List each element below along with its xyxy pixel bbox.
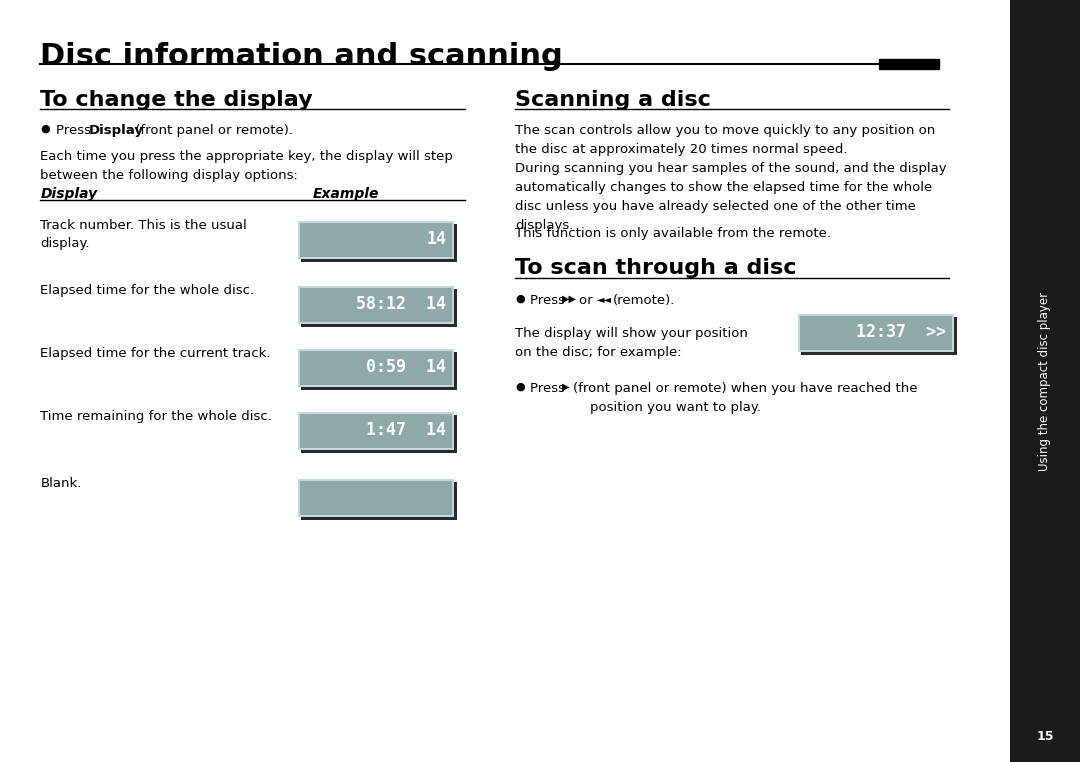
Text: Press: Press	[530, 294, 569, 307]
Text: The scan controls allow you to move quickly to any position on
the disc at appro: The scan controls allow you to move quic…	[515, 124, 935, 156]
FancyBboxPatch shape	[298, 221, 455, 259]
FancyBboxPatch shape	[298, 349, 455, 387]
Text: ●: ●	[515, 294, 525, 304]
Text: 15: 15	[1036, 730, 1054, 743]
Text: (remote).: (remote).	[613, 294, 675, 307]
FancyBboxPatch shape	[300, 481, 453, 515]
FancyBboxPatch shape	[301, 415, 458, 453]
FancyBboxPatch shape	[301, 482, 458, 520]
Text: Time remaining for the whole disc.: Time remaining for the whole disc.	[40, 410, 272, 423]
Text: ●: ●	[40, 124, 50, 134]
Text: ◄◄: ◄◄	[597, 294, 611, 304]
Text: Each time you press the appropriate key, the display will step
between the follo: Each time you press the appropriate key,…	[40, 150, 454, 182]
Text: Disc information and scanning: Disc information and scanning	[40, 42, 563, 71]
Text: Blank.: Blank.	[40, 477, 82, 490]
Text: 0:59  14: 0:59 14	[366, 358, 446, 376]
Text: (front panel or remote).: (front panel or remote).	[132, 124, 294, 137]
Text: Display: Display	[89, 124, 144, 137]
Text: (front panel or remote) when you have reached the
    position you want to play.: (front panel or remote) when you have re…	[572, 382, 917, 414]
Text: This function is only available from the remote.: This function is only available from the…	[515, 227, 831, 240]
Text: ●: ●	[515, 382, 525, 392]
Text: Example: Example	[313, 187, 379, 201]
Text: Using the compact disc player: Using the compact disc player	[1038, 291, 1052, 471]
FancyBboxPatch shape	[300, 414, 453, 448]
Bar	[878, 59, 940, 69]
Text: Elapsed time for the whole disc.: Elapsed time for the whole disc.	[40, 284, 255, 297]
FancyBboxPatch shape	[298, 412, 455, 450]
Text: To scan through a disc: To scan through a disc	[515, 258, 796, 278]
Text: 14: 14	[427, 230, 446, 248]
FancyBboxPatch shape	[298, 286, 455, 324]
Text: The display will show your position
on the disc; for example:: The display will show your position on t…	[515, 327, 747, 359]
Text: Display: Display	[40, 187, 97, 201]
Text: During scanning you hear samples of the sound, and the display
automatically cha: During scanning you hear samples of the …	[515, 162, 947, 232]
Text: Elapsed time for the current track.: Elapsed time for the current track.	[40, 347, 271, 360]
FancyBboxPatch shape	[800, 317, 957, 355]
Text: Press: Press	[530, 382, 569, 395]
FancyBboxPatch shape	[798, 314, 955, 352]
Text: Scanning a disc: Scanning a disc	[515, 90, 711, 110]
FancyBboxPatch shape	[301, 289, 458, 327]
FancyBboxPatch shape	[800, 316, 953, 350]
FancyBboxPatch shape	[300, 288, 453, 322]
Text: 58:12  14: 58:12 14	[356, 295, 446, 313]
Text: 1:47  14: 1:47 14	[366, 421, 446, 439]
FancyBboxPatch shape	[301, 352, 458, 390]
Text: Track number. This is the usual
display.: Track number. This is the usual display.	[40, 219, 247, 250]
Text: ▶: ▶	[563, 382, 570, 392]
Text: or: or	[579, 294, 596, 307]
FancyBboxPatch shape	[300, 351, 453, 385]
Text: 12:37  >>: 12:37 >>	[856, 323, 946, 341]
FancyBboxPatch shape	[300, 223, 453, 257]
FancyBboxPatch shape	[298, 479, 455, 517]
Text: To change the display: To change the display	[40, 90, 313, 110]
Text: ▶▶: ▶▶	[563, 294, 578, 304]
Text: Press: Press	[55, 124, 95, 137]
FancyBboxPatch shape	[301, 224, 458, 262]
